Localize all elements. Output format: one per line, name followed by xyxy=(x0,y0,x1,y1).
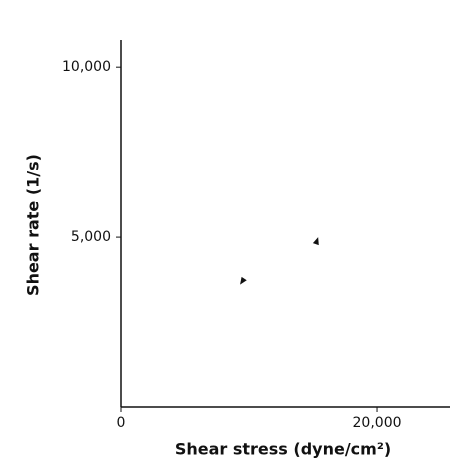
x-axis-label: Shear stress (dyne/cm²) xyxy=(175,440,391,459)
direction-arrow xyxy=(240,276,247,285)
x-tick-label: 0 xyxy=(117,415,126,431)
y-tick-label: 10,000 xyxy=(62,59,111,75)
x-tick-label: 20,000 xyxy=(353,415,402,431)
y-axis-label: Shear rate (1/s) xyxy=(24,154,43,296)
y-tick-label: 5,000 xyxy=(71,229,111,245)
direction-arrow xyxy=(312,237,319,246)
